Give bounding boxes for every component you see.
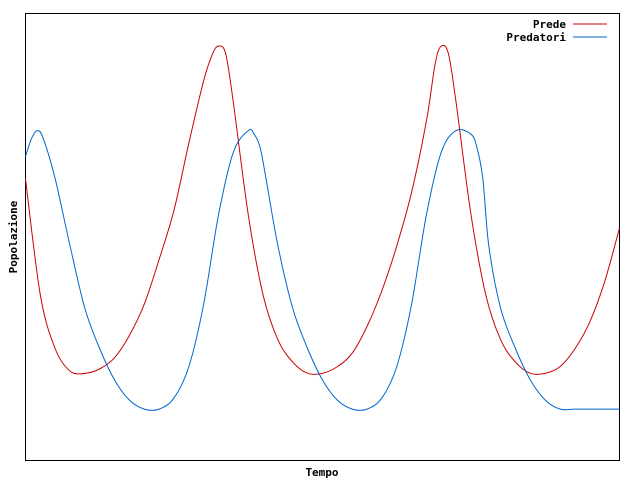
series-line-prede xyxy=(25,44,620,375)
plot-area-frame xyxy=(25,13,620,461)
y-axis-label: Popolazione xyxy=(7,200,20,273)
legend: Prede Predatori xyxy=(506,18,607,44)
series-line-predatori xyxy=(25,129,620,411)
x-axis-label: Tempo xyxy=(305,466,338,479)
series-layer xyxy=(25,44,620,411)
legend-label-prede: Prede xyxy=(533,18,566,31)
legend-label-predatori: Predatori xyxy=(506,31,566,44)
